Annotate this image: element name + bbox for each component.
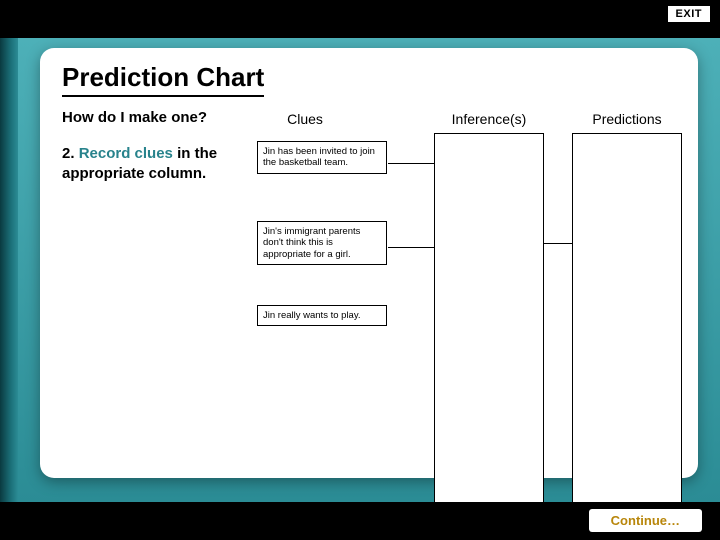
exit-button[interactable]: EXIT (668, 6, 710, 22)
page-title: Prediction Chart (62, 62, 264, 97)
connector-line (544, 243, 572, 244)
column-header-inferences: Inference(s) (434, 111, 544, 127)
top-bar: EXIT (0, 0, 720, 38)
clue-text: Jin's immigrant parents don't think this… (263, 226, 360, 260)
continue-button[interactable]: Continue… (589, 509, 702, 532)
column-header-clues: Clues (270, 111, 340, 127)
left-column: How do I make one? 2. Record clues in th… (62, 109, 242, 185)
clue-text: Jin has been invited to join the basketb… (263, 146, 375, 168)
step-prefix: 2. (62, 145, 79, 162)
connector-line (388, 163, 434, 164)
content-card: Prediction Chart How do I make one? 2. R… (40, 48, 698, 478)
clue-text: Jin really wants to play. (263, 310, 361, 321)
step-text: 2. Record clues in the appropriate colum… (62, 144, 242, 185)
step-highlight: Record clues (79, 145, 173, 162)
clue-box: Jin's immigrant parents don't think this… (257, 221, 387, 265)
content-area: How do I make one? 2. Record clues in th… (62, 109, 680, 469)
connector-line (388, 247, 434, 248)
left-gradient-strip (0, 38, 18, 502)
subtitle: How do I make one? (62, 109, 242, 126)
predictions-box (572, 133, 682, 509)
column-header-predictions: Predictions (572, 111, 682, 127)
inferences-box (434, 133, 544, 509)
clue-box: Jin really wants to play. (257, 305, 387, 326)
footer-bar: Continue… (0, 502, 720, 540)
clue-box: Jin has been invited to join the basketb… (257, 141, 387, 174)
stage-background: Prediction Chart How do I make one? 2. R… (0, 38, 720, 502)
